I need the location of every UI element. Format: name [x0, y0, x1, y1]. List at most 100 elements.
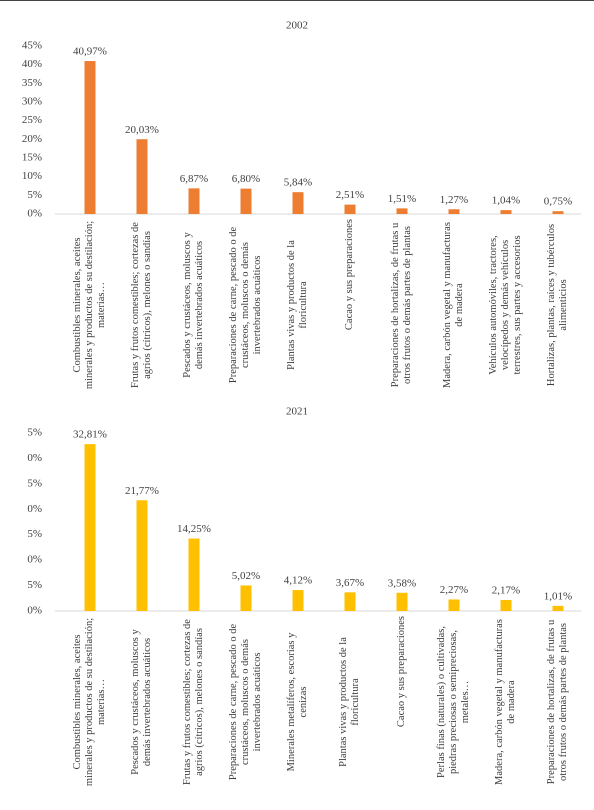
bar [552, 605, 564, 611]
bar [292, 192, 304, 214]
y-tick-label: 10% [22, 170, 42, 182]
x-tick-text: Combustibles minerales, aceites minerale… [72, 617, 107, 787]
value-label: 2,27% [440, 584, 468, 596]
bar [396, 208, 408, 214]
y-tick-label: 40% [22, 58, 42, 70]
bar [500, 210, 512, 214]
x-tick-text: Preparaciones de hortalizas, de frutas u… [390, 222, 413, 388]
y-tick-label: 5% [27, 528, 42, 540]
value-label: 2,51% [336, 189, 364, 201]
x-tick-text: Preparaciones de carne, pescado o de cru… [228, 623, 263, 781]
chart-title: 2002 [286, 20, 308, 32]
y-tick-label: 5% [27, 427, 42, 439]
value-label: 3,67% [336, 577, 364, 589]
value-label: 5,02% [232, 570, 260, 582]
x-tick-label: Frutas y frutos comestibles; cortezas de… [117, 219, 167, 391]
x-tick-label: Cacao y sus preparaciones [377, 616, 427, 788]
x-tick-label: Minerales metalíferos, escorias y ceniza… [273, 616, 323, 788]
x-tick-text: Combustibles minerales, aceites minerale… [72, 220, 107, 390]
y-tick-label: 35% [22, 77, 42, 89]
x-tick-label: Cacao y sus preparaciones [325, 219, 375, 391]
x-tick-label: Preparaciones de hortalizas, de frutas u… [377, 219, 427, 391]
chart-title: 2021 [286, 406, 308, 418]
y-tick-label: 0% [27, 605, 42, 617]
x-tick-label: Preparaciones de carne, pescado o de cru… [221, 219, 271, 391]
bar [448, 599, 460, 611]
x-tick-label: Plantas vivas y productos de la floricul… [325, 616, 375, 788]
x-tick-text: Plantas vivas y productos de la floricul… [338, 637, 361, 767]
x-tick-text: Preparaciones de carne, pescado o de cru… [228, 226, 263, 384]
bar [500, 599, 512, 611]
x-tick-label: Perlas finas (naturales) o cultivadas, p… [429, 616, 479, 788]
value-label: 14,25% [177, 523, 211, 535]
x-tick-text: Madera, carbón vegetal y manufacturas de… [494, 619, 517, 785]
y-tick-label: 25% [22, 114, 42, 126]
bar [136, 139, 148, 214]
x-tick-label: Combustibles minerales, aceites minerale… [65, 219, 115, 391]
x-tick-label: Madera, carbón vegetal y manufacturas de… [481, 616, 531, 788]
bar [84, 444, 96, 611]
bar [136, 500, 148, 611]
x-tick-text: Frutas y frutos comestibles; cortezas de… [182, 619, 205, 785]
y-tick-label: 30% [22, 96, 42, 108]
x-tick-label: Pescados y crustáceos, moluscos y demás … [117, 616, 167, 788]
bar [84, 61, 96, 214]
y-tick-label: 0% [27, 554, 42, 566]
x-tick-label: Frutas y frutos comestibles; cortezas de… [169, 616, 219, 788]
y-tick-label: 15% [22, 152, 42, 164]
value-label: 4,12% [284, 575, 312, 587]
x-tick-label: Preparaciones de hortalizas, de frutas u… [533, 616, 583, 788]
x-tick-text: Frutas y frutos comestibles; cortezas de… [130, 222, 153, 388]
x-tick-text: Pescados y crustáceos, moluscos y demás … [130, 629, 153, 775]
x-tick-text: Vehículos automóviles, tractores, velocí… [488, 235, 523, 375]
x-tick-text: Madera, carbón vegetal y manufacturas de… [442, 222, 465, 388]
value-label: 1,51% [388, 193, 416, 205]
y-tick-label: 45% [22, 40, 42, 52]
value-label: 21,77% [125, 485, 159, 497]
x-tick-label: Vehículos automóviles, tractores, velocí… [481, 219, 531, 391]
bar [552, 211, 564, 214]
y-tick-label: 5% [27, 477, 42, 489]
x-tick-label: Hortalizas, plantas, raíces y tubérculos… [533, 219, 583, 391]
y-tick-label: 5% [27, 579, 42, 591]
value-label: 1,01% [544, 590, 572, 602]
value-label: 5,84% [284, 177, 312, 189]
bar [344, 204, 356, 214]
x-tick-text: Minerales metalíferos, escorias y ceniza… [286, 632, 309, 772]
value-label: 2,17% [492, 584, 520, 596]
y-tick-label: 5% [27, 189, 42, 201]
bar [448, 209, 460, 214]
bar [240, 188, 252, 214]
value-label: 6,87% [180, 173, 208, 185]
x-tick-label: Preparaciones de carne, pescado o de cru… [221, 616, 271, 788]
value-label: 1,04% [492, 195, 520, 207]
bar [292, 590, 304, 611]
value-label: 3,58% [388, 577, 416, 589]
x-tick-text: Plantas vivas y productos de la floricul… [286, 240, 309, 370]
value-label: 1,27% [440, 194, 468, 206]
value-label: 20,03% [125, 124, 159, 136]
value-label: 32,81% [73, 429, 107, 441]
x-tick-text: Pescados y crustáceos, moluscos y demás … [182, 232, 205, 378]
x-tick-text: Cacao y sus preparaciones [344, 219, 355, 331]
value-label: 0,75% [544, 196, 572, 208]
x-tick-label: Pescados y crustáceos, moluscos y demás … [169, 219, 219, 391]
x-tick-text: Perlas finas (naturales) o cultivadas, p… [436, 626, 471, 778]
bar [240, 585, 252, 611]
x-tick-label: Plantas vivas y productos de la floricul… [273, 219, 323, 391]
x-tick-label: Combustibles minerales, aceites minerale… [65, 616, 115, 788]
x-tick-text: Cacao y sus preparaciones [396, 616, 407, 728]
value-label: 6,80% [232, 173, 260, 185]
bar [396, 592, 408, 611]
y-tick-label: 0% [27, 452, 42, 464]
y-tick-label: 0% [27, 208, 42, 220]
y-tick-label: 20% [22, 133, 42, 145]
y-tick-label: 0% [27, 503, 42, 515]
x-tick-text: Hortalizas, plantas, raíces y tubérculos… [546, 223, 569, 387]
bar [188, 538, 200, 611]
bar [344, 592, 356, 611]
x-tick-text: Preparaciones de hortalizas, de frutas u… [546, 619, 569, 785]
value-label: 40,97% [73, 46, 107, 58]
